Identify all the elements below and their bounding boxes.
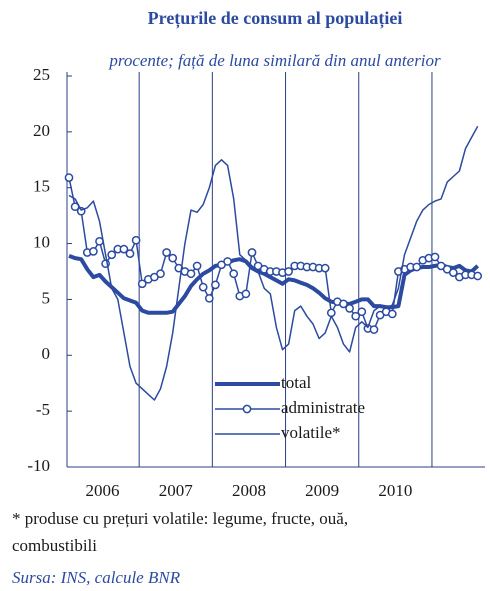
marker: [89, 247, 98, 256]
marker: [473, 271, 483, 281]
y-tick-label: 10: [33, 232, 50, 251]
marker: [326, 308, 336, 318]
marker: [131, 235, 141, 245]
marker: [351, 311, 361, 321]
y-tick-label: -5: [36, 400, 50, 419]
x-tick-label: 2008: [232, 481, 266, 500]
footnote: combustibili: [12, 536, 97, 555]
x-tick-label: 2010: [378, 481, 412, 500]
chart-title: Prețurile de consum al populației: [148, 8, 403, 29]
marker: [162, 248, 171, 257]
x-tick-label: 2009: [305, 481, 339, 500]
marker: [387, 309, 397, 319]
x-tick-label: 2007: [159, 481, 194, 500]
marker: [119, 244, 129, 254]
legend-label: total: [281, 373, 311, 392]
marker: [211, 280, 220, 290]
marker: [198, 282, 208, 292]
marker: [229, 269, 239, 279]
legend-label: volatile*: [281, 423, 340, 442]
series-line: [68, 125, 479, 401]
chart-subtitle: procente; față de luna similară din anul…: [108, 51, 441, 70]
marker: [192, 261, 202, 271]
legend-label: administrate: [281, 398, 365, 417]
footnote: * produse cu prețuri volatile: legume, f…: [12, 509, 348, 528]
marker: [156, 269, 165, 279]
source: Sursa: INS, calcule BNR: [12, 568, 181, 587]
marker: [186, 269, 196, 279]
y-tick-label: 20: [33, 121, 50, 140]
marker: [430, 252, 440, 262]
y-tick-label: 5: [42, 288, 51, 307]
marker: [241, 289, 251, 299]
marker: [357, 307, 367, 317]
x-tick-label: 2006: [86, 481, 120, 500]
marker: [339, 299, 348, 309]
marker: [247, 248, 257, 257]
marker: [223, 257, 232, 266]
legend-marker: [242, 404, 252, 414]
y-tick-label: 0: [42, 344, 51, 363]
marker: [168, 253, 178, 263]
marker: [284, 267, 293, 276]
marker: [345, 304, 354, 313]
marker: [64, 173, 74, 183]
y-tick-label: 25: [33, 65, 50, 84]
marker: [448, 268, 458, 277]
marker: [412, 262, 422, 272]
marker: [107, 250, 117, 260]
marker: [369, 325, 379, 334]
y-tick-label: -10: [27, 456, 50, 475]
marker: [320, 263, 330, 273]
marker: [137, 279, 147, 289]
marker: [125, 249, 135, 258]
y-tick-label: 15: [33, 177, 50, 196]
marker: [204, 293, 214, 303]
